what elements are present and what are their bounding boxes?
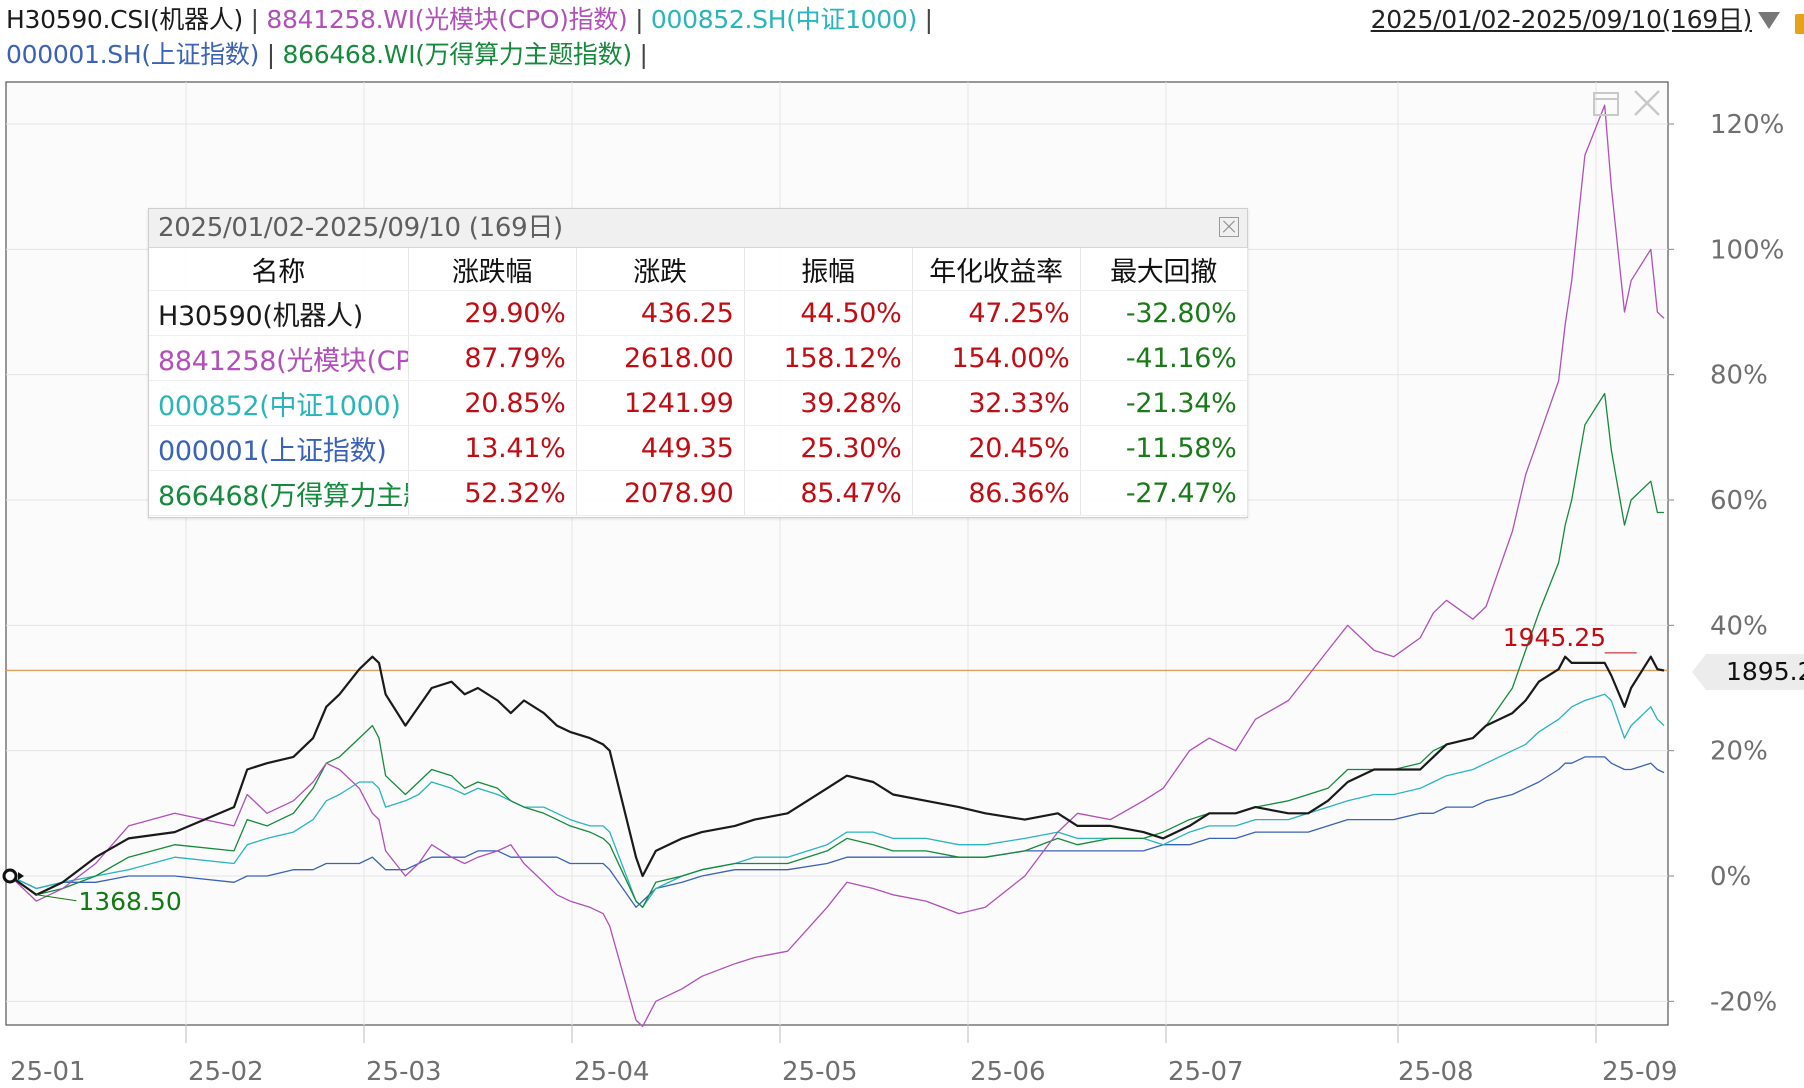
x-tick-label: 25-08 [1398, 1057, 1474, 1087]
row-amplitude: 39.28% [744, 380, 913, 426]
legend-separator: | [639, 40, 648, 69]
row-annualized: 86.36% [912, 470, 1081, 516]
legend-separator: | [924, 5, 933, 34]
min-connector [36, 894, 77, 902]
legend-separator: | [635, 5, 644, 34]
y-tick-label: 40% [1710, 611, 1768, 641]
column-header[interactable]: 振幅 [744, 248, 913, 291]
x-tick-label: 25-07 [1168, 1057, 1244, 1087]
legend-csi1000[interactable]: 000852.SH(中证1000) [650, 5, 917, 34]
start-arrow-icon [18, 872, 24, 880]
row-amplitude: 25.30% [744, 425, 913, 471]
x-tick-label: 25-09 [1602, 1057, 1678, 1087]
corner-badge-icon[interactable] [1795, 14, 1804, 34]
series-line [9, 756, 1665, 908]
y-axis: 120% 100% 80% 60% 40% 20% 0% -20% [1668, 110, 1784, 1017]
x-tick-label: 25-03 [366, 1057, 442, 1087]
column-header[interactable]: 最大回撤 [1080, 248, 1248, 291]
row-chg-pct: 87.79% [408, 335, 577, 381]
row-chg-pct: 13.41% [408, 425, 577, 471]
row-max-drawdown: -41.16% [1080, 335, 1248, 381]
row-max-drawdown: -27.47% [1080, 470, 1248, 516]
row-annualized: 154.00% [912, 335, 1081, 381]
close-icon[interactable] [1632, 88, 1662, 118]
row-chg-pct: 52.32% [408, 470, 577, 516]
column-header[interactable]: 涨跌幅 [408, 248, 577, 291]
table-header-row: 名称 涨跌幅 涨跌 振幅 年化收益率 最大回撤 [149, 248, 1248, 291]
stats-table: 名称 涨跌幅 涨跌 振幅 年化收益率 最大回撤 H30590(机器人) 29.9… [149, 248, 1248, 516]
x-tick-label: 25-05 [782, 1057, 858, 1087]
date-range-selector[interactable]: 2025/01/02-2025/09/10(169日) [1370, 5, 1753, 34]
legend-robot[interactable]: H30590.CSI(机器人) [6, 5, 243, 34]
max-value-label: 1945.25 [1502, 622, 1607, 652]
row-name: 866468(万得算力主题指数) [149, 470, 409, 516]
row-annualized: 47.25% [912, 290, 1081, 336]
x-axis: 25-01 25-02 25-03 25-04 25-05 25-06 25-07 25-08… [10, 1025, 1678, 1087]
table-row[interactable]: 000852(中证1000) 20.85% 1241.99 39.28% 32.… [149, 380, 1248, 426]
series-line [9, 655, 1665, 896]
row-max-drawdown: -21.34% [1080, 380, 1248, 426]
row-chg: 436.25 [576, 290, 745, 336]
table-row[interactable]: 000001(上证指数) 13.41% 449.35 25.30% 20.45%… [149, 425, 1248, 471]
row-amplitude: 158.12% [744, 335, 913, 381]
row-chg: 2078.90 [576, 470, 745, 516]
column-header[interactable]: 涨跌 [576, 248, 745, 291]
y-tick-label: 100% [1710, 235, 1784, 265]
y-tick-label: 60% [1710, 486, 1768, 516]
popup-close-icon[interactable] [1219, 217, 1239, 237]
row-chg-pct: 20.85% [408, 380, 577, 426]
row-max-drawdown: -11.58% [1080, 425, 1248, 471]
stats-popup-title: 2025/01/02-2025/09/10 (169日) [158, 213, 563, 243]
row-chg: 1241.99 [576, 380, 745, 426]
x-tick-label: 25-04 [574, 1057, 650, 1087]
row-amplitude: 85.47% [744, 470, 913, 516]
legend-separator: | [266, 40, 275, 69]
legend-row-1: H30590.CSI(机器人) | 8841258.WI(光模块(CPO)指数)… [6, 5, 933, 35]
stats-popup-header[interactable]: 2025/01/02-2025/09/10 (169日) [149, 209, 1247, 248]
row-annualized: 32.33% [912, 380, 1081, 426]
table-row[interactable]: 866468(万得算力主题指数) 52.32% 2078.90 85.47% 8… [149, 470, 1248, 516]
y-tick-label: -20% [1710, 987, 1777, 1017]
series-line [9, 693, 1665, 908]
column-header[interactable]: 年化收益率 [912, 248, 1081, 291]
row-chg: 2618.00 [576, 335, 745, 381]
legend-row-2: 000001.SH(上证指数) | 866468.WI(万得算力主题指数) | [6, 40, 648, 70]
last-value-tag: 1895.2 [1692, 654, 1804, 690]
start-marker [2, 868, 18, 884]
legend-separator: | [250, 5, 259, 34]
row-chg-pct: 29.90% [408, 290, 577, 336]
table-row[interactable]: 8841258(光模块(CPO)指数) 87.79% 2618.00 158.1… [149, 335, 1248, 381]
x-tick-label: 25-06 [970, 1057, 1046, 1087]
legend-cpo[interactable]: 8841258.WI(光模块(CPO)指数) [266, 5, 628, 34]
row-name: 000852(中证1000) [149, 380, 409, 426]
dropdown-arrow-icon[interactable] [1758, 12, 1780, 29]
legend-sse[interactable]: 000001.SH(上证指数) [6, 40, 260, 69]
row-max-drawdown: -32.80% [1080, 290, 1248, 336]
y-tick-label: 80% [1710, 361, 1768, 391]
table-row[interactable]: H30590(机器人) 29.90% 436.25 44.50% 47.25% … [149, 290, 1248, 336]
row-chg: 449.35 [576, 425, 745, 471]
row-name: 8841258(光模块(CPO)指数) [149, 335, 409, 381]
stats-popup[interactable]: 2025/01/02-2025/09/10 (169日) 名称 涨跌幅 涨跌 振… [148, 208, 1248, 518]
series-line [9, 104, 1665, 1028]
series-line [9, 392, 1664, 908]
column-header[interactable]: 名称 [149, 248, 409, 291]
y-tick-label: 120% [1710, 110, 1784, 140]
row-name: 000001(上证指数) [149, 425, 409, 471]
y-tick-label: 0% [1710, 862, 1751, 892]
series-lines [9, 104, 1665, 1028]
row-name: H30590(机器人) [149, 290, 409, 336]
x-tick-label: 25-01 [10, 1057, 86, 1087]
min-value-label: 1368.50 [78, 886, 182, 916]
restore-icon[interactable] [1592, 90, 1620, 118]
row-annualized: 20.45% [912, 425, 1081, 471]
legend-compute[interactable]: 866468.WI(万得算力主题指数) [282, 40, 633, 69]
x-tick-label: 25-02 [188, 1057, 264, 1087]
row-amplitude: 44.50% [744, 290, 913, 336]
markers [2, 652, 1637, 902]
y-tick-label: 20% [1710, 737, 1768, 767]
